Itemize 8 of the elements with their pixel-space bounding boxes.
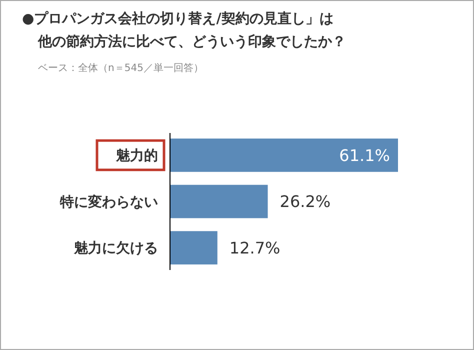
chart-subtitle: ベース：全体（n＝545／単一回答）: [38, 62, 204, 74]
data-label: 26.2%: [280, 192, 331, 212]
data-label: 61.1%: [339, 146, 390, 165]
y-tick-label: 魅力に欠ける: [73, 240, 158, 257]
y-tick-label: 魅力的: [115, 148, 158, 164]
y-tick-label: 特に変わらない: [59, 193, 158, 210]
chart-title: ●プロパンガス会社の切り替え/契約の見直し」は他の節約方法に比べて、どういう印象でしたか？: [22, 10, 346, 50]
data-label: 12.7%: [229, 238, 280, 258]
